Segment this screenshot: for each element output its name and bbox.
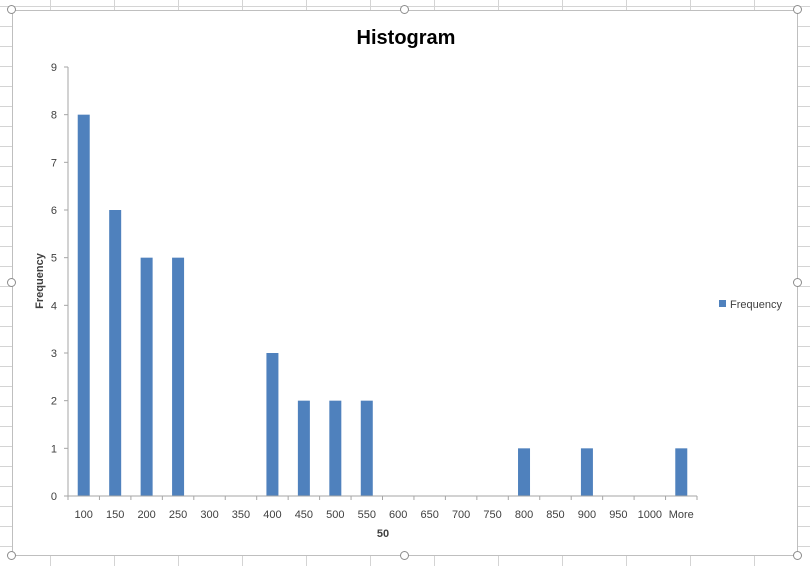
bar-400[interactable] [266,353,279,496]
y-tick-label: 0 [51,491,57,503]
y-tick-label: 1 [51,443,57,455]
x-tick-label: 250 [169,509,187,521]
bar-250[interactable] [172,257,185,496]
x-tick-label: 200 [137,509,155,521]
bar-550[interactable] [360,400,373,496]
x-tick-label: 1000 [638,509,662,521]
y-axis-label: Frequency [34,252,46,309]
resize-handle-top-center[interactable] [400,5,409,14]
y-tick-label: 3 [51,348,57,360]
resize-handle-bottom-left[interactable] [7,551,16,560]
bar-150[interactable] [109,210,122,496]
x-tick-label: 150 [106,509,124,521]
x-tick-label: 800 [515,509,533,521]
bar-450[interactable] [297,400,310,496]
x-tick-label: 600 [389,509,407,521]
bar-500[interactable] [329,400,342,496]
histogram-chart: Histogram 0 1 2 3 4 5 6 7 8 9 100 150 200 250 300 350 4… [34,27,782,540]
bar-800[interactable] [518,448,531,496]
x-tick-label: 300 [200,509,218,521]
y-tick-label: 9 [51,62,57,74]
legend-label: Frequency [730,299,782,311]
x-axis-label: 50 [377,528,389,540]
bar-100[interactable] [77,114,90,497]
resize-handle-middle-right[interactable] [793,278,802,287]
y-tick-label: 8 [51,110,57,122]
legend-swatch [719,300,726,307]
x-tick-label: 900 [578,509,596,521]
x-tick-label: 350 [232,509,250,521]
x-tick-label: 650 [420,509,438,521]
resize-handle-middle-left[interactable] [7,278,16,287]
x-tick-label: 950 [609,509,627,521]
bar-900[interactable] [580,448,593,496]
resize-handle-bottom-center[interactable] [400,551,409,560]
legend[interactable]: Frequency [719,299,782,311]
bar-200[interactable] [140,257,153,496]
chart-title: Histogram [357,27,456,49]
x-tick-label: 100 [75,509,93,521]
resize-handle-bottom-right[interactable] [793,551,802,560]
x-tick-label: 500 [326,509,344,521]
bar-More[interactable] [675,448,688,496]
chart-area[interactable]: Histogram 0 1 2 3 4 5 6 7 8 9 100 150 200 250 300 350 4… [12,10,798,556]
x-tick-label: 400 [263,509,281,521]
x-tick-label: More [669,509,694,521]
y-tick-label: 4 [51,300,57,312]
x-tick-label: 850 [546,509,564,521]
resize-handle-top-left[interactable] [7,5,16,14]
y-tick-label: 5 [51,253,57,265]
x-tick-label: 550 [358,509,376,521]
y-tick-label: 6 [51,205,57,217]
resize-handle-top-right[interactable] [793,5,802,14]
y-tick-label: 7 [51,157,57,169]
x-tick-label: 450 [295,509,313,521]
x-tick-label: 700 [452,509,470,521]
y-tick-label: 2 [51,396,57,408]
x-tick-label: 750 [483,509,501,521]
